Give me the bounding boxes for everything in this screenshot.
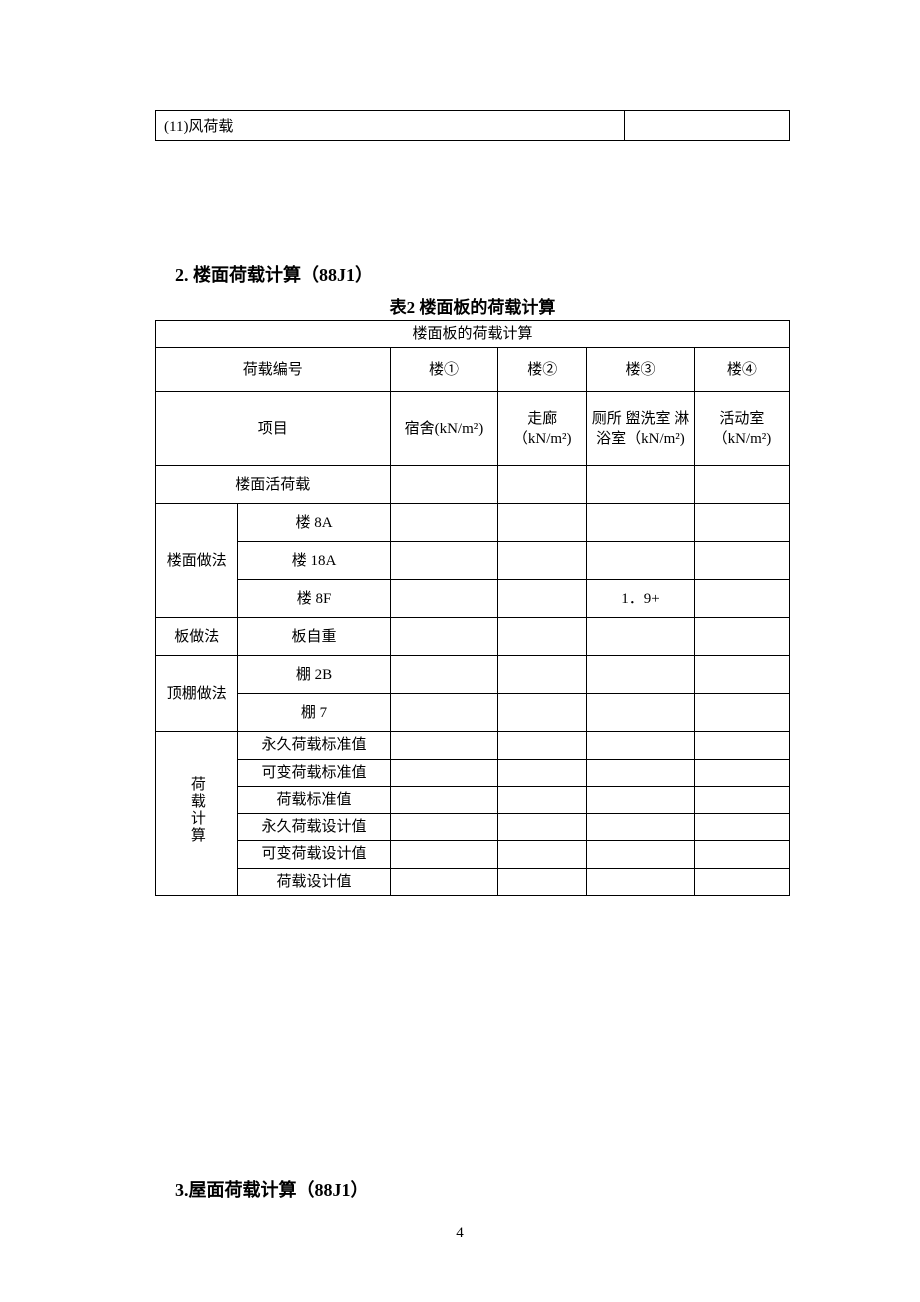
t2-hdr-l1: 楼① [390,348,498,392]
t2-row-item-c4: 活动室（kN/m²) [694,392,789,466]
t2-cell [587,618,695,656]
t2-cell [390,542,498,580]
t2-calc-2: 可变荷载标准值 [238,759,390,786]
t2-cell [694,759,789,786]
t2-calc-4: 永久荷载设计值 [238,814,390,841]
t2-grp-calc: 荷载计算 [156,732,238,896]
t2-hdr-l4: 楼④ [694,348,789,392]
t2-hdr-l2: 楼② [498,348,587,392]
section-2-heading: 2. 楼面荷载计算（88J1） [175,261,790,287]
t2-grp-slab: 板做法 [156,618,238,656]
t2-cell [390,504,498,542]
t2-cell [587,841,695,868]
t2-calc-6: 荷载设计值 [238,868,390,895]
t2-cell [390,466,498,504]
t2-floor-c: 楼 8F [238,580,390,618]
t2-cell [390,618,498,656]
t2-cell [587,542,695,580]
t2-cell [498,656,587,694]
t2-cell [498,759,587,786]
top-row-right [625,111,790,141]
t2-cell [587,814,695,841]
t2-cell [390,694,498,732]
t2-cell [498,868,587,895]
t2-cell [694,580,789,618]
t2-live-load: 楼面活荷载 [156,466,391,504]
t2-ceil-a: 棚 2B [238,656,390,694]
t2-cell [587,868,695,895]
t2-row-item-c2: 走廊（kN/m²) [498,392,587,466]
t2-cell [498,694,587,732]
t2-cell [694,504,789,542]
t2-cell [694,694,789,732]
t2-cell [587,759,695,786]
t2-calc-3: 荷载标准值 [238,786,390,813]
t2-slab-a: 板自重 [238,618,390,656]
t2-cell [694,786,789,813]
t2-cell [390,786,498,813]
t2-cell [694,868,789,895]
t2-cell [587,732,695,759]
t2-cell [694,466,789,504]
t2-cell [390,656,498,694]
table-2-caption: 表2 楼面板的荷载计算 [155,293,790,318]
top-row-left: (11)风荷载 [156,111,625,141]
t2-calc-5: 可变荷载设计值 [238,841,390,868]
t2-hdr-l3: 楼③ [587,348,695,392]
t2-cell [390,580,498,618]
t2-cell [390,732,498,759]
t2-cell [587,786,695,813]
page-number: 4 [0,1225,920,1242]
t2-calc-1: 永久荷载标准值 [238,732,390,759]
t2-floor-c-val3: 1．9+ [587,580,695,618]
t2-row-item-c1: 宿舍(kN/m²) [390,392,498,466]
t2-cell [694,814,789,841]
t2-cell [390,868,498,895]
t2-cell [587,694,695,732]
t2-row-item-c3: 厕所 盥洗室 淋浴室（kN/m²) [587,392,695,466]
t2-grp-ceil: 顶棚做法 [156,656,238,732]
t2-cell [498,466,587,504]
t2-cell [390,841,498,868]
t2-cell [498,732,587,759]
t2-cell [587,466,695,504]
t2-banner: 楼面板的荷载计算 [156,321,790,348]
t2-cell [694,841,789,868]
t2-cell [498,542,587,580]
t2-cell [498,814,587,841]
t2-cell [694,542,789,580]
section-3-heading: 3.屋面荷载计算（88J1） [175,1176,790,1202]
t2-cell [498,580,587,618]
t2-cell [498,841,587,868]
t2-cell [390,814,498,841]
t2-ceil-b: 棚 7 [238,694,390,732]
t2-cell [498,504,587,542]
t2-grp-floor: 楼面做法 [156,504,238,618]
t2-cell [694,618,789,656]
t2-cell [498,618,587,656]
t2-cell [587,656,695,694]
table-2: 楼面板的荷载计算 荷载编号 楼① 楼② 楼③ 楼④ 项目 宿舍(kN/m²) 走… [155,320,790,896]
t2-floor-a: 楼 8A [238,504,390,542]
t2-cell [390,759,498,786]
t2-row-item-lbl: 项目 [156,392,391,466]
top-fragment-table: (11)风荷载 [155,110,790,141]
t2-floor-b: 楼 18A [238,542,390,580]
t2-cell [587,504,695,542]
t2-cell [694,656,789,694]
t2-cell [498,786,587,813]
t2-hdr-item: 荷载编号 [156,348,391,392]
t2-cell [694,732,789,759]
